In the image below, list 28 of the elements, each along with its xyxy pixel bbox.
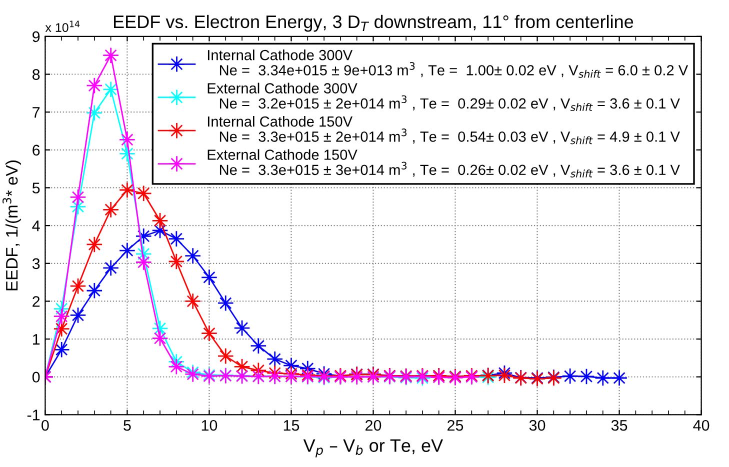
legend-label: External Cathode 300V Ne = 3.2e+015 ± 2e+014 m$^{3}$ , Te = 0.29± 0.02 eV , V$_{shift}$ = 3.6 ± 0.1 V: [208, 82, 680, 112]
x-axis-title: V$_{p}$ – V$_{b}$ or Te, eV: [303, 439, 444, 458]
y-tick-label: 0: [32, 372, 40, 383]
x-tick-label: 35: [611, 420, 628, 431]
y-tick-label: 7: [32, 107, 40, 118]
y-tick-label: 6: [32, 144, 40, 156]
legend-label: External Cathode 150V Ne = 3.3e+015 ± 3e+014 m$^{3}$ , Te = 0.26± 0.02 eV , V$_{shift}$ = 3.6 ± 0.1 V: [208, 149, 680, 178]
y-tick-label: -1: [27, 410, 40, 420]
x-tick-label: 40: [693, 420, 710, 431]
y-tick-label: 9: [32, 31, 40, 42]
y-tick-label: 8: [32, 69, 40, 80]
y-tick-label: 1: [33, 334, 40, 345]
x-tick-label: 10: [202, 420, 218, 431]
x-tick-label: 20: [366, 420, 382, 431]
y-tick-label: 3: [32, 258, 40, 270]
x-tick-label: 30: [529, 420, 546, 431]
y-tick-label: 4: [32, 220, 40, 232]
x-tick-label: 25: [448, 420, 464, 431]
legend-label: Internal Cathode 300V Ne = 3.34e+015 ± 9e+013 m$^{3}$ , Te = 1.00± 0.02 eV , V$_{shift}$ = 6.0 ± 0.2 V: [208, 50, 688, 78]
y-axis-title: EEDF, 1/(m$^{3}$* eV): [2, 160, 22, 290]
y-tick-label: 5: [32, 182, 40, 194]
chart-title: EEDF vs. Electron Energy, 3 D$_{T}$ downstream, 11° from centerline: [114, 14, 634, 32]
x-tick-label: 5: [124, 420, 131, 431]
y-tick-label: 2: [32, 296, 40, 307]
x-tick-label: 15: [284, 420, 300, 431]
text: x 10$^{14}$: [45, 20, 80, 32]
x-tick-label: 0: [42, 420, 49, 431]
legend-label: Internal Cathode 150V Ne = 3.3e+015 ± 2e+014 m$^{3}$ , Te = 0.54± 0.03 eV , V$_{shift}$ = 4.9 ± 0.1 V: [208, 116, 680, 144]
